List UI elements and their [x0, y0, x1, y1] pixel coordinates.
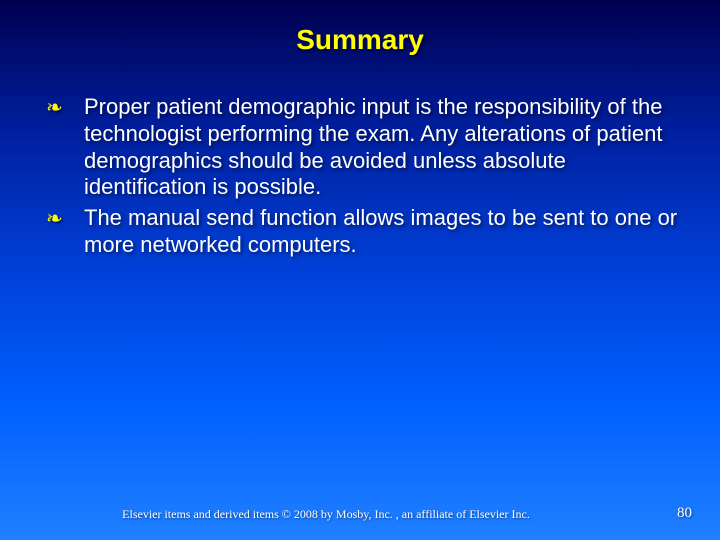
bullet-text: Proper patient demographic input is the … — [84, 94, 680, 201]
slide: Summary ❧ Proper patient demographic inp… — [0, 0, 720, 540]
bullet-item: ❧ The manual send function allows images… — [40, 205, 680, 259]
bullet-marker-icon: ❧ — [40, 94, 84, 122]
slide-title: Summary — [0, 0, 720, 56]
slide-footer: Elsevier items and derived items © 2008 … — [0, 505, 720, 522]
bullet-marker-icon: ❧ — [40, 205, 84, 233]
page-number: 80 — [652, 505, 692, 522]
slide-content: ❧ Proper patient demographic input is th… — [0, 56, 720, 259]
bullet-text: The manual send function allows images t… — [84, 205, 680, 259]
copyright-text: Elsevier items and derived items © 2008 … — [0, 507, 652, 522]
bullet-item: ❧ Proper patient demographic input is th… — [40, 94, 680, 201]
